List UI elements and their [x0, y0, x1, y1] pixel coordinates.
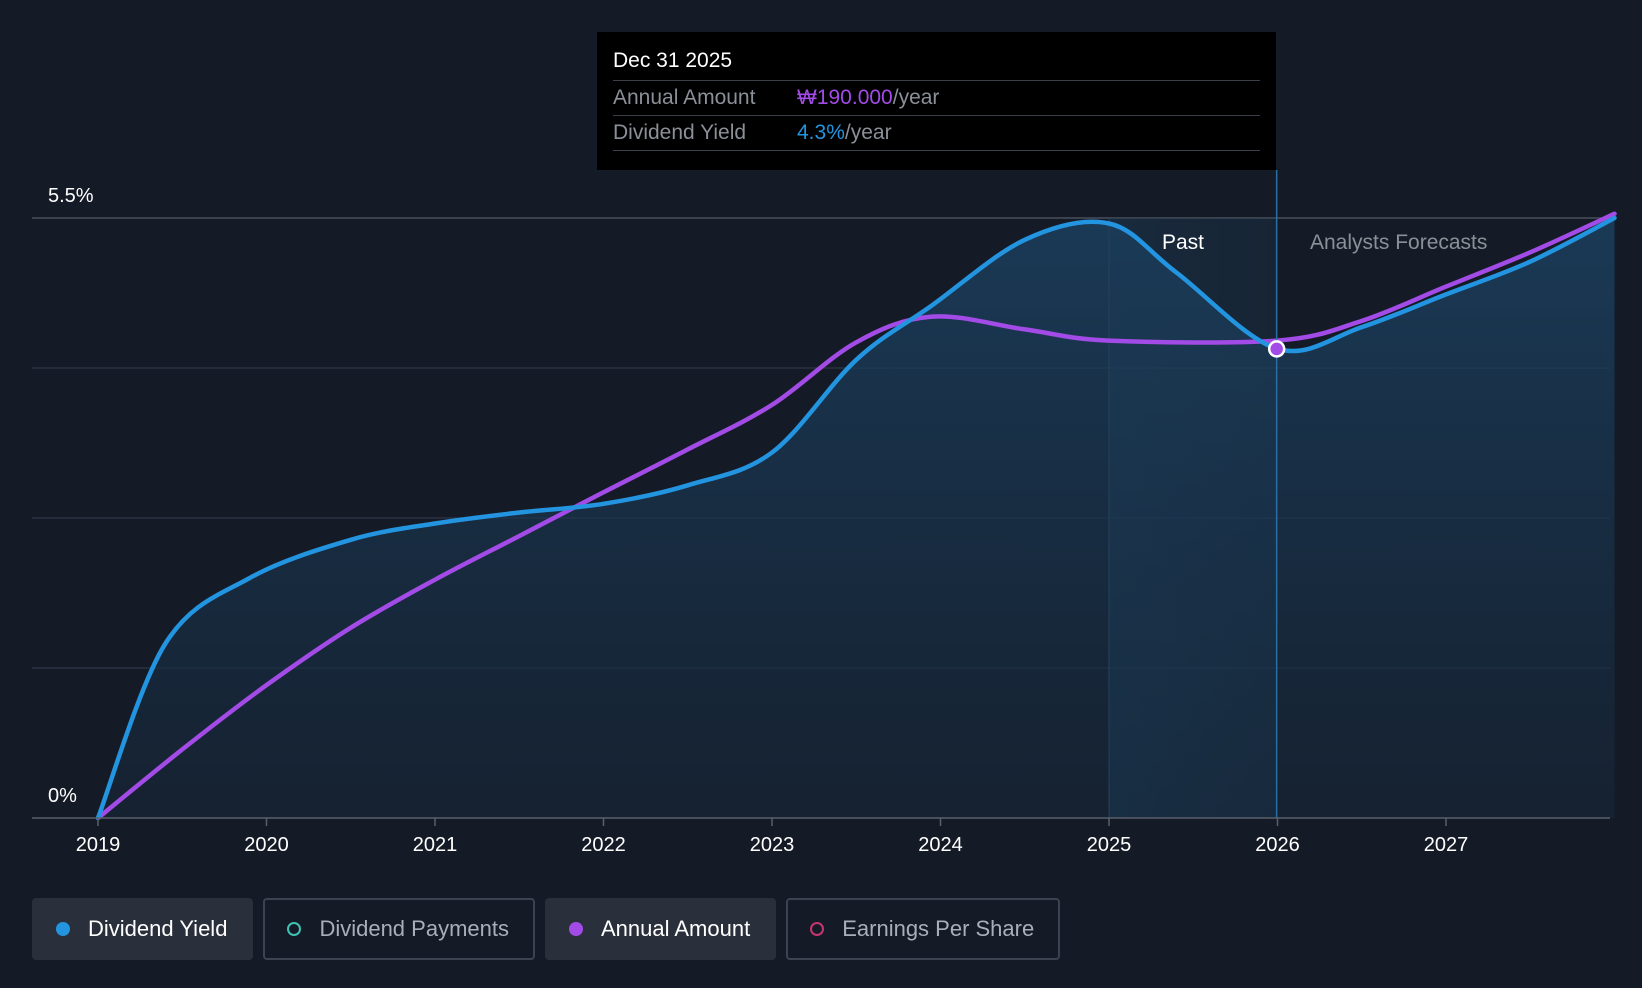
tooltip-value: 4.3%: [797, 121, 845, 144]
legend-label: Dividend Yield: [88, 916, 228, 941]
y-tick-label: 0%: [48, 785, 77, 807]
legend-label: Earnings Per Share: [842, 916, 1035, 941]
y-tick-label: 5.5%: [48, 185, 94, 207]
x-tick-label: 2024: [918, 834, 963, 856]
legend-label: Annual Amount: [600, 916, 751, 941]
legend-item-dividend-yield[interactable]: Dividend Yield: [32, 898, 254, 960]
past-label: Past: [1162, 231, 1204, 254]
legend-dot-icon: [810, 922, 825, 936]
x-tick-label: 2026: [1255, 834, 1300, 856]
dividend-yield-line: [95, 215, 1617, 821]
annual-amount-line: [95, 211, 1617, 821]
legend-label: Dividend Payments: [319, 916, 509, 941]
tooltip-row-dividend-yield: Dividend Yield 4.3% /year: [613, 115, 1260, 151]
x-tick-label: 2020: [244, 834, 289, 856]
x-tick-label: 2023: [750, 834, 795, 856]
legend-dot-icon: [568, 922, 583, 936]
forecast-label: Analysts Forecasts: [1310, 231, 1487, 254]
tooltip-date: Dec 31 2025: [613, 49, 733, 72]
x-tick-label: 2021: [413, 834, 458, 856]
chart-tooltip: Dec 31 2025 Annual Amount ₩190.000 /year…: [597, 32, 1276, 170]
tooltip-unit: /year: [892, 86, 940, 109]
x-tick-label: 2019: [76, 834, 121, 856]
x-tick-label: 2022: [581, 834, 626, 856]
x-tick-label: 2027: [1424, 834, 1469, 856]
tooltip-label: Annual Amount: [613, 86, 756, 109]
legend-dot-icon: [287, 922, 302, 936]
tooltip-value: ₩190.000: [797, 86, 893, 109]
tooltip-unit: /year: [844, 121, 892, 144]
highlight-marker: [1267, 340, 1286, 358]
tooltip-label: Dividend Yield: [613, 121, 747, 144]
legend-item-annual-amount[interactable]: Annual Amount: [544, 898, 777, 960]
chart-legend: Dividend Yield Dividend Payments Annual …: [32, 898, 1070, 962]
tooltip-row-annual-amount: Annual Amount ₩190.000 /year: [613, 80, 1260, 115]
legend-item-earnings-per-share[interactable]: Earnings Per Share: [786, 898, 1061, 960]
forecast-band: [1109, 218, 1277, 818]
x-tick-label: 2025: [1087, 834, 1132, 856]
legend-item-dividend-payments[interactable]: Dividend Payments: [263, 898, 535, 960]
legend-dot-icon: [56, 922, 70, 936]
